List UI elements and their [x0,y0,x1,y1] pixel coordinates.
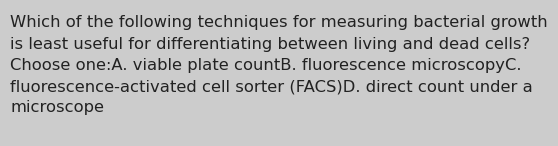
Text: Which of the following techniques for measuring bacterial growth
is least useful: Which of the following techniques for me… [10,15,547,115]
